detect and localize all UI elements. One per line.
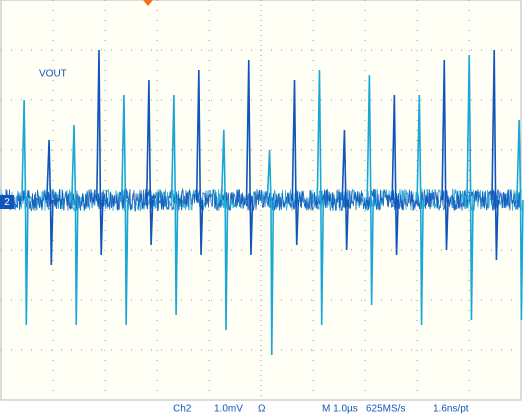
channel-name: Ch2 [173, 404, 192, 415]
spike [145, 79, 154, 246]
spike [266, 149, 275, 356]
spike [21, 99, 29, 326]
volts-per-div: 1.0mV [214, 404, 243, 415]
spike [491, 49, 499, 261]
spike [316, 69, 325, 326]
spike [170, 94, 179, 316]
trace-label: VOUT [39, 69, 67, 80]
spike [516, 119, 524, 321]
spike [120, 94, 129, 326]
time-per-div: M 1.0µs [322, 404, 358, 415]
spike [366, 74, 374, 306]
spike [466, 54, 474, 321]
sample-rate: 625MS/s [366, 404, 405, 415]
noise-trace [0, 187, 522, 212]
spike [245, 59, 254, 256]
channel-marker-box [0, 195, 14, 209]
spike [195, 69, 204, 256]
trigger-marker [143, 0, 153, 6]
spike [291, 79, 300, 246]
spike [96, 49, 104, 256]
spike [220, 129, 229, 331]
spike [416, 94, 424, 326]
waveform [21, 49, 524, 356]
spike [341, 129, 350, 251]
spike [441, 59, 449, 251]
spike [46, 139, 54, 266]
noise-trace [0, 187, 522, 212]
channel-marker: 2 [4, 197, 10, 208]
noise-band [0, 187, 522, 212]
resolution: 1.6ns/pt [433, 404, 469, 415]
spike [71, 124, 79, 326]
impedance: Ω [258, 404, 266, 415]
spike [391, 94, 399, 256]
